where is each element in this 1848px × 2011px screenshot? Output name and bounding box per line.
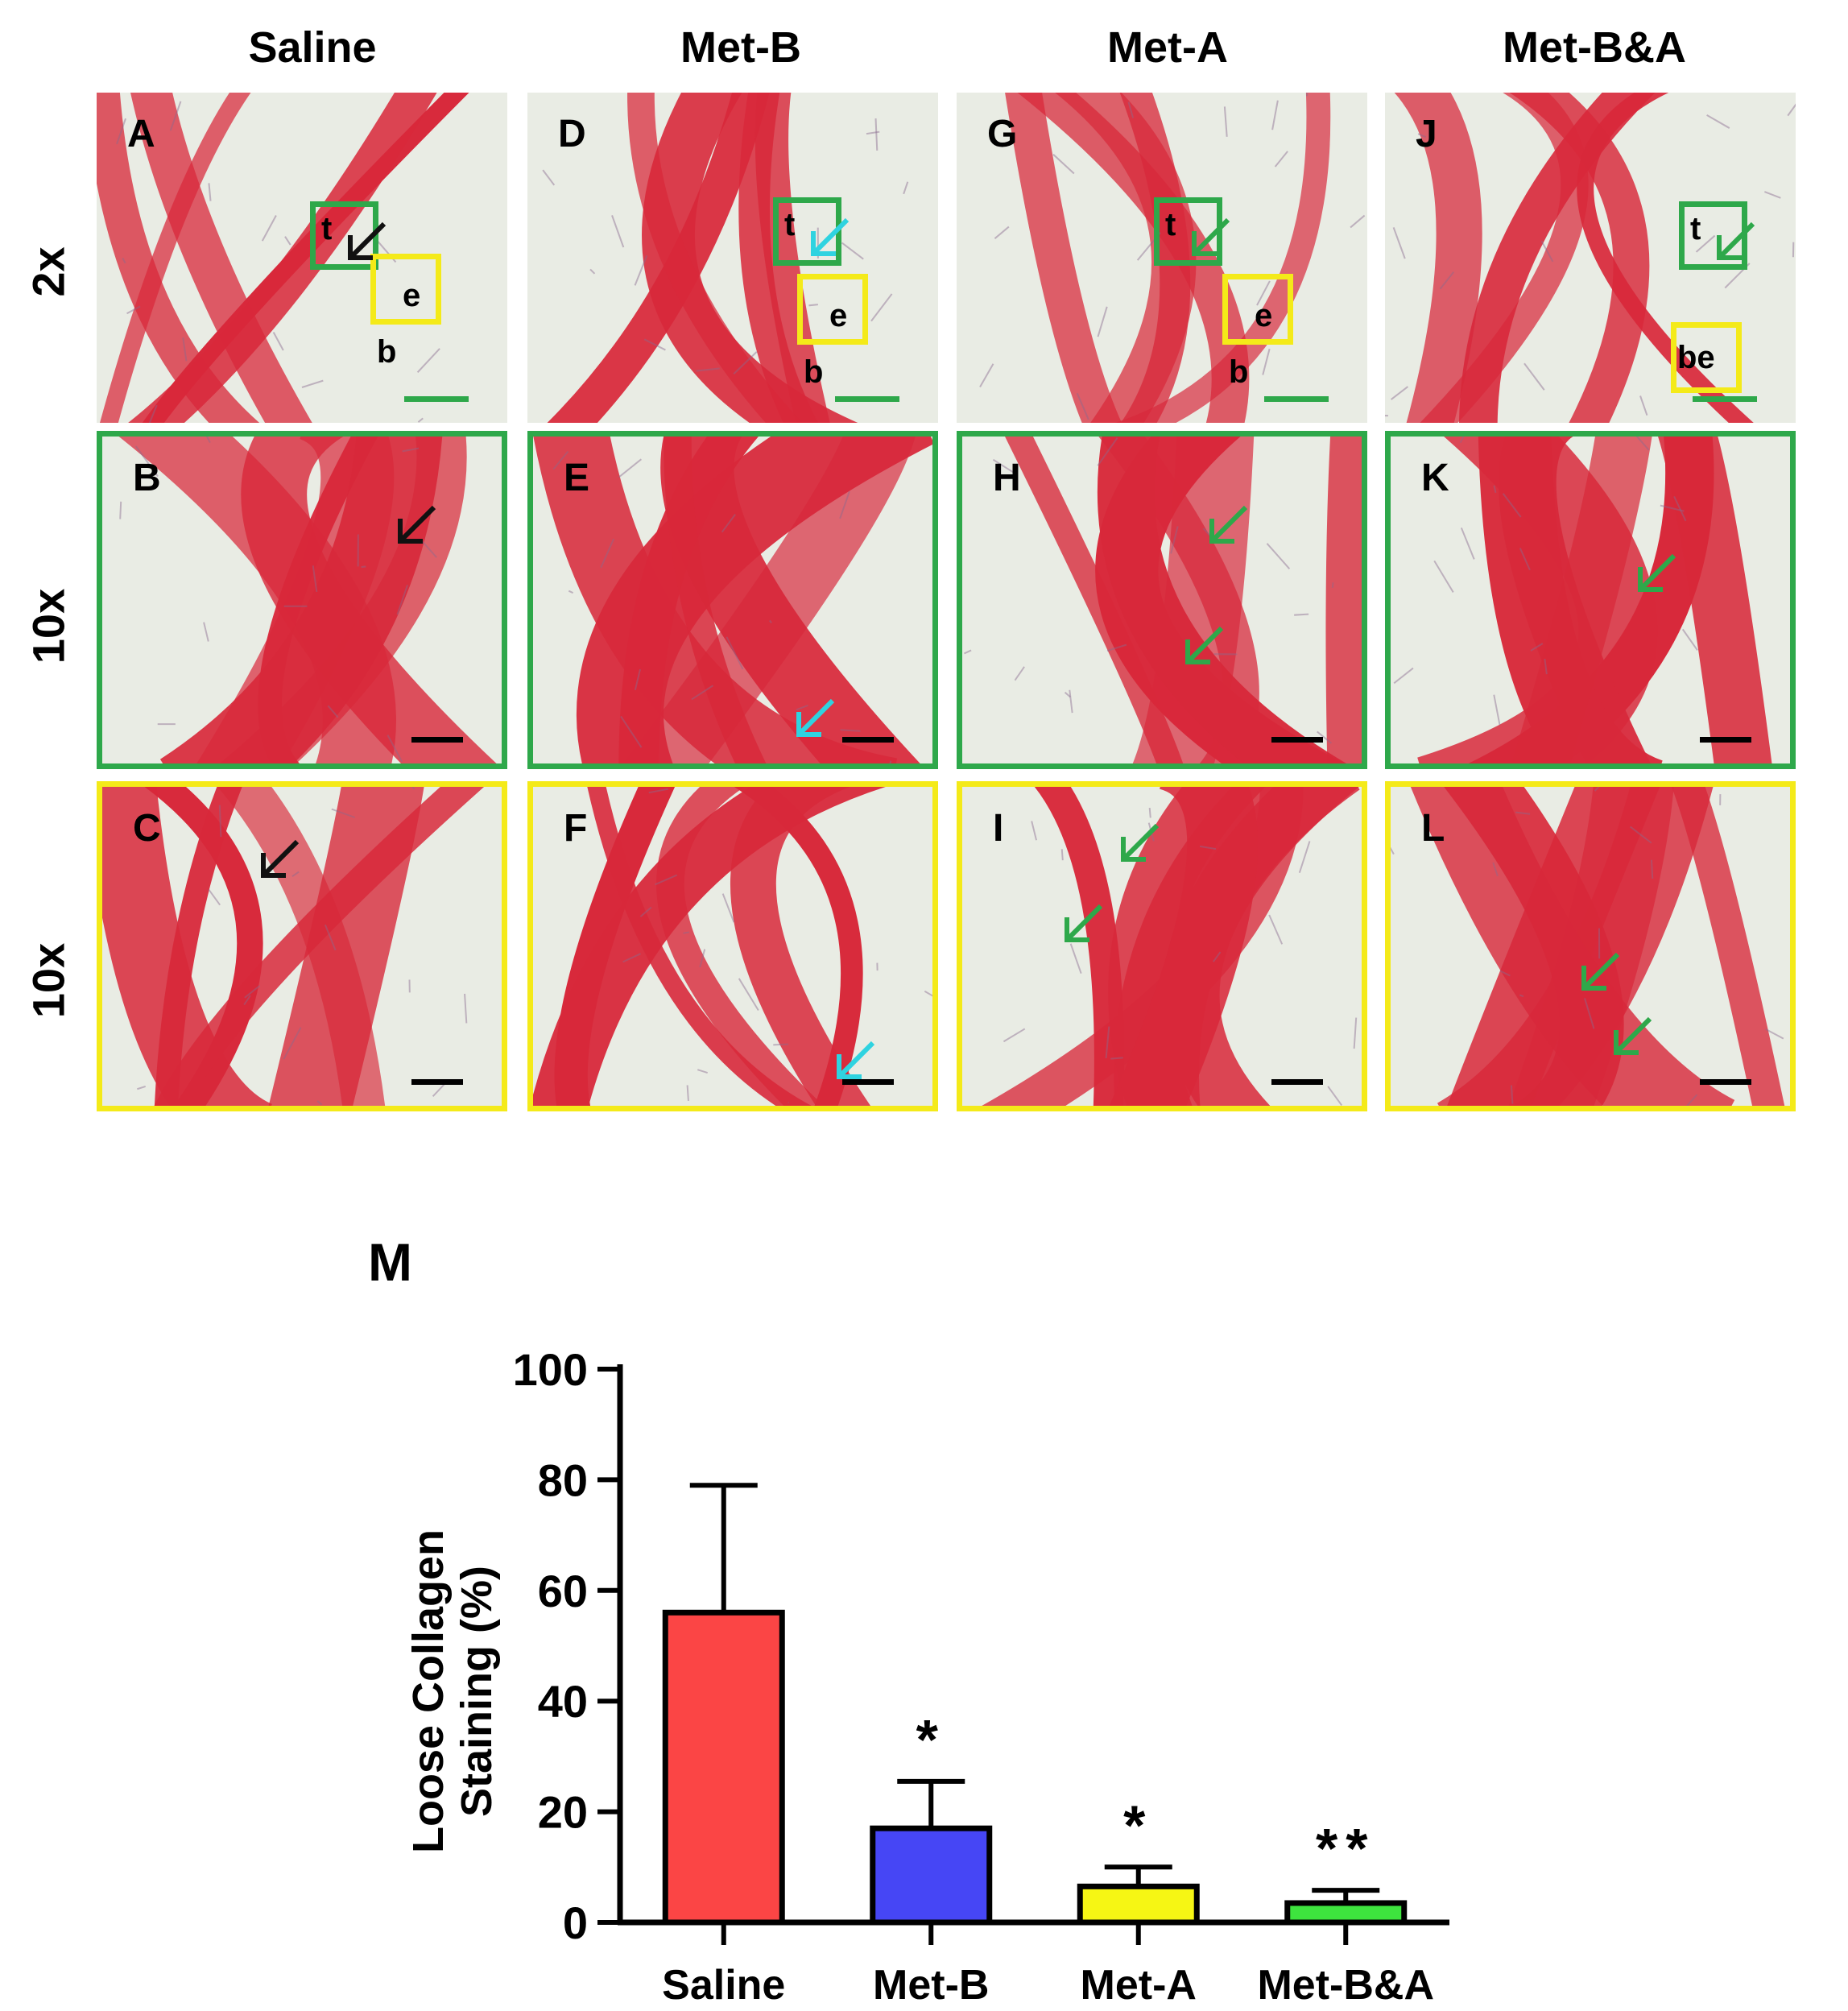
panel-letter: D bbox=[558, 113, 586, 155]
region-label-b: b bbox=[804, 354, 824, 390]
annotation-arrow-icon bbox=[1614, 1016, 1652, 1055]
scale-bar bbox=[411, 1079, 463, 1085]
region-label-b: b bbox=[1229, 354, 1249, 390]
enthesis-region-box bbox=[1222, 274, 1293, 345]
panel-letter: F bbox=[564, 807, 588, 850]
bar-saline bbox=[662, 1609, 785, 1926]
significance-marker: * bbox=[916, 1708, 946, 1771]
panel-letter: H bbox=[993, 457, 1021, 499]
annotation-arrow-icon bbox=[811, 217, 850, 256]
annotation-arrow-icon bbox=[1638, 553, 1676, 592]
column-header-met-ba: Met-B&A bbox=[1503, 23, 1686, 72]
panel-letter: E bbox=[564, 457, 590, 499]
annotation-arrow-icon bbox=[1185, 626, 1224, 664]
annotation-arrow-icon bbox=[1065, 904, 1103, 942]
panel-letter: C bbox=[133, 807, 161, 850]
scale-bar bbox=[1700, 1079, 1751, 1085]
scale-bar bbox=[1271, 737, 1323, 743]
histology-panel-c: C bbox=[97, 781, 507, 1111]
histology-panel-h: H bbox=[957, 431, 1367, 769]
annotation-arrow-icon bbox=[1581, 952, 1620, 991]
scale-bar bbox=[411, 737, 463, 743]
bar-metb bbox=[870, 1825, 993, 1926]
scale-bar bbox=[1693, 396, 1757, 402]
column-header-met-a: Met-A bbox=[1107, 23, 1228, 72]
row-header-10x-enthesis: 10x bbox=[23, 942, 74, 1019]
panel-letter: I bbox=[993, 807, 1004, 850]
region-label-e: e bbox=[1255, 298, 1273, 333]
scale-bar bbox=[1700, 737, 1751, 743]
region-label-t: t bbox=[1690, 211, 1701, 246]
enthesis-region-box bbox=[370, 254, 441, 325]
enthesis-region-box bbox=[1671, 322, 1742, 393]
panel-letter: B bbox=[133, 457, 161, 499]
histology-panel-k: K bbox=[1385, 431, 1796, 769]
annotation-arrow-icon bbox=[1717, 221, 1755, 260]
y-tick-label: 0 bbox=[563, 1897, 588, 1948]
enthesis-region-box bbox=[797, 274, 868, 345]
region-label-e: e bbox=[829, 298, 848, 333]
region-label-t: t bbox=[784, 207, 796, 242]
annotation-arrow-icon bbox=[796, 698, 835, 737]
y-tick-label: 40 bbox=[538, 1676, 588, 1727]
panel-letter: K bbox=[1421, 457, 1449, 499]
y-tick-label: 20 bbox=[538, 1787, 588, 1838]
panel-letter: J bbox=[1416, 113, 1437, 155]
significance-marker: ** bbox=[1316, 1817, 1375, 1880]
panel-letter: G bbox=[987, 113, 1018, 155]
scale-bar bbox=[404, 396, 469, 402]
scale-bar bbox=[842, 737, 894, 743]
collagen-bar-chart: M Loose Collagen Staining (%) 0 20 40 60 80 1… bbox=[368, 1232, 1449, 2009]
y-axis-label: Loose Collagen Staining (%) bbox=[404, 1529, 501, 1853]
scale-bar bbox=[835, 396, 899, 402]
x-tick-label: Met-B bbox=[873, 1962, 989, 2009]
row-header-2x: 2x bbox=[23, 246, 74, 297]
annotation-arrow-icon bbox=[1209, 505, 1248, 544]
annotation-arrow-icon bbox=[837, 1041, 875, 1079]
chart-panel-label: M bbox=[368, 1232, 412, 1292]
region-label-e: e bbox=[403, 278, 421, 313]
histology-panel-b: B bbox=[97, 431, 507, 769]
panel-letter: L bbox=[1421, 807, 1445, 850]
scale-bar bbox=[842, 1079, 894, 1085]
bar-meta bbox=[1077, 1883, 1200, 1926]
histology-panel-f: F bbox=[527, 781, 938, 1111]
x-tick-label: Met-B&A bbox=[1257, 1962, 1434, 2009]
column-header-saline: Saline bbox=[248, 23, 377, 72]
histology-panel-e: E bbox=[527, 431, 938, 769]
annotation-arrow-icon bbox=[348, 221, 387, 260]
y-tick-label: 60 bbox=[538, 1566, 588, 1616]
histology-panel-i: I bbox=[957, 781, 1367, 1111]
histology-panel-l: L bbox=[1385, 781, 1796, 1111]
annotation-arrow-icon bbox=[1192, 217, 1230, 256]
row-header-10x-tendon: 10x bbox=[23, 588, 74, 664]
x-tick-label: Met-A bbox=[1081, 1962, 1197, 2009]
significance-marker: * bbox=[1123, 1794, 1153, 1856]
chart-plot-area: 0 20 40 60 80 100 Saline Met-B * Met-A * Met-B&A ** bbox=[513, 1344, 1449, 2009]
region-label-be: be bbox=[1677, 340, 1715, 375]
scale-bar bbox=[1264, 396, 1329, 402]
panel-letter: A bbox=[127, 113, 155, 155]
x-tick-label: Saline bbox=[662, 1962, 785, 2009]
y-tick-label: 100 bbox=[513, 1344, 588, 1395]
y-tick-label: 80 bbox=[538, 1454, 588, 1505]
region-label-t: t bbox=[1165, 207, 1176, 242]
annotation-arrow-icon bbox=[261, 839, 300, 878]
y-axis-label-line1: Loose Collagen bbox=[404, 1529, 453, 1853]
annotation-arrow-icon bbox=[398, 505, 436, 544]
region-label-b: b bbox=[377, 334, 397, 370]
column-header-met-b: Met-B bbox=[680, 23, 801, 72]
annotation-arrow-icon bbox=[1121, 823, 1160, 862]
region-label-t: t bbox=[321, 211, 333, 246]
bar-metba bbox=[1284, 1900, 1408, 1926]
y-axis-label-line2: Staining (%) bbox=[453, 1566, 501, 1817]
scale-bar bbox=[1271, 1079, 1323, 1085]
